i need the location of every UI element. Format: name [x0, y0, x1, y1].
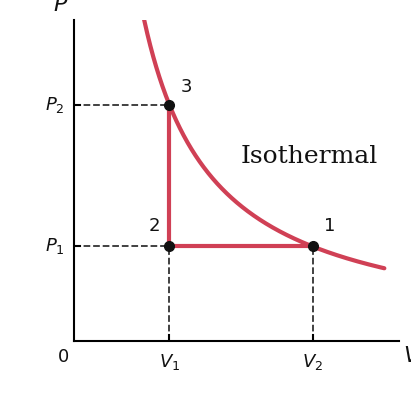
- Text: 0: 0: [58, 348, 69, 367]
- Text: $V_1$: $V_1$: [159, 352, 180, 372]
- Text: $V_2$: $V_2$: [302, 352, 323, 372]
- Text: $P_1$: $P_1$: [45, 237, 65, 257]
- Text: V: V: [404, 346, 411, 366]
- Text: Isothermal: Isothermal: [241, 145, 379, 168]
- Text: 1: 1: [324, 217, 335, 235]
- Text: P: P: [53, 0, 66, 15]
- Text: 2: 2: [148, 217, 160, 235]
- Text: 3: 3: [181, 77, 192, 95]
- Text: $P_2$: $P_2$: [45, 95, 65, 115]
